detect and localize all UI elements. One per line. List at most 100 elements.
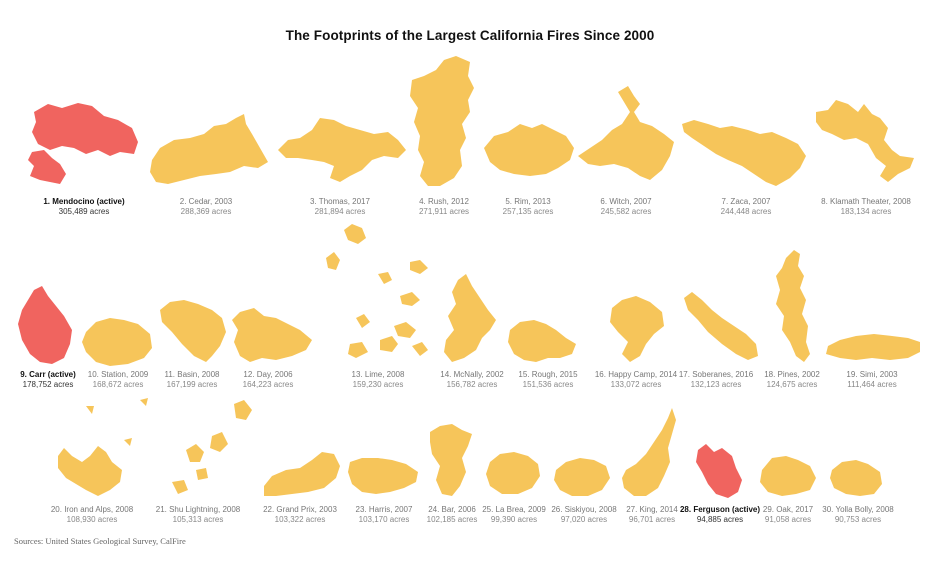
fire-acres: 257,135 acres bbox=[502, 207, 554, 216]
fire-name: 8. Klamath Theater, 2008 bbox=[821, 197, 911, 206]
fire-label: 25. La Brea, 2009 99,390 acres bbox=[482, 505, 546, 525]
fire-label: 22. Grand Prix, 2003 103,322 acres bbox=[263, 505, 337, 525]
fire-acres: 97,020 acres bbox=[560, 515, 608, 524]
fire-shape-pines bbox=[776, 250, 810, 362]
fire-label: 21. Shu Lightning, 2008 105,313 acres bbox=[156, 505, 241, 525]
fire-label: 24. Bar, 2006 102,185 acres bbox=[427, 505, 478, 525]
fire-shape-yolla-bolly bbox=[830, 460, 882, 496]
fire-shape-king bbox=[622, 408, 676, 496]
fire-name: 28. Ferguson (active) bbox=[679, 505, 761, 514]
fire-acres: 159,230 acres bbox=[352, 380, 404, 389]
fire-label: 4. Rush, 2012 271,911 acres bbox=[419, 197, 469, 217]
fire-label: 1. Mendocino (active) 305,489 acres bbox=[43, 197, 124, 217]
fire-shape-shu-lightning bbox=[140, 398, 252, 494]
fire-acres: 96,701 acres bbox=[628, 515, 676, 524]
fire-name: 15. Rough, 2015 bbox=[518, 370, 578, 379]
fire-label: 23. Harris, 2007 103,170 acres bbox=[356, 505, 413, 525]
fire-shape-oak bbox=[760, 456, 816, 496]
fire-label: 2. Cedar, 2003 288,369 acres bbox=[180, 197, 232, 217]
fire-shape-basin bbox=[160, 300, 226, 362]
fire-name: 23. Harris, 2007 bbox=[355, 505, 413, 514]
fire-shape-grand-prix bbox=[264, 452, 340, 496]
fire-label: 28. Ferguson (active) 94,885 acres bbox=[680, 505, 760, 525]
fire-shape-siskiyou bbox=[554, 458, 610, 496]
fire-name: 30. Yolla Bolly, 2008 bbox=[822, 505, 894, 514]
fire-acres: 111,464 acres bbox=[847, 380, 897, 389]
fire-shape-ferguson bbox=[696, 444, 742, 498]
fire-shape-mendocino bbox=[28, 103, 138, 184]
fire-acres: 245,582 acres bbox=[600, 207, 652, 216]
fire-name: 27. King, 2014 bbox=[626, 505, 678, 514]
fire-label: 12. Day, 2006 164,223 acres bbox=[243, 370, 294, 390]
fire-label: 8. Klamath Theater, 2008 183,134 acres bbox=[821, 197, 911, 217]
fire-acres: 305,489 acres bbox=[58, 207, 110, 216]
fire-acres: 244,448 acres bbox=[720, 207, 772, 216]
fire-name: 13. Lime, 2008 bbox=[351, 370, 405, 379]
fire-name: 6. Witch, 2007 bbox=[600, 197, 652, 206]
fire-name: 3. Thomas, 2017 bbox=[310, 197, 370, 206]
fire-name: 29. Oak, 2017 bbox=[762, 505, 814, 514]
fire-shape-station bbox=[82, 318, 152, 366]
fire-acres: 168,672 acres bbox=[92, 380, 144, 389]
fire-label: 20. Iron and Alps, 2008 108,930 acres bbox=[51, 505, 133, 525]
fire-label: 3. Thomas, 2017 281,894 acres bbox=[310, 197, 370, 217]
fire-shape-la-brea bbox=[486, 452, 540, 494]
fire-acres: 164,223 acres bbox=[242, 380, 294, 389]
fire-shape-cedar bbox=[150, 114, 268, 184]
fire-shape-harris bbox=[348, 458, 418, 494]
fire-name: 26. Siskiyou, 2008 bbox=[551, 505, 617, 514]
fire-shape-simi bbox=[826, 334, 920, 360]
fire-acres: 94,885 acres bbox=[696, 515, 744, 524]
fire-label: 7. Zaca, 2007 244,448 acres bbox=[721, 197, 772, 217]
fire-name: 4. Rush, 2012 bbox=[419, 197, 469, 206]
fire-shape-rough bbox=[508, 320, 576, 362]
fire-label: 14. McNally, 2002 156,782 acres bbox=[440, 370, 503, 390]
fire-name: 18. Pines, 2002 bbox=[764, 370, 820, 379]
fire-acres: 90,753 acres bbox=[834, 515, 882, 524]
fire-shape-bar bbox=[430, 424, 472, 496]
fire-shape-iron-and-alps bbox=[58, 406, 132, 496]
fire-acres: 105,313 acres bbox=[172, 515, 224, 524]
fire-name: 21. Shu Lightning, 2008 bbox=[155, 505, 241, 514]
fire-acres: 103,322 acres bbox=[274, 515, 326, 524]
fire-acres: 178,752 acres bbox=[22, 380, 74, 389]
fire-acres: 103,170 acres bbox=[358, 515, 410, 524]
fire-label: 17. Soberanes, 2016 132,123 acres bbox=[679, 370, 753, 390]
fire-name: 1. Mendocino (active) bbox=[43, 197, 125, 206]
fire-name: 12. Day, 2006 bbox=[243, 370, 293, 379]
fire-acres: 124,675 acres bbox=[766, 380, 818, 389]
fire-shape-soberanes bbox=[684, 292, 758, 360]
fire-shape-lime bbox=[326, 224, 428, 358]
fire-acres: 132,123 acres bbox=[690, 380, 742, 389]
fire-acres: 183,134 acres bbox=[840, 207, 892, 216]
fire-name: 19. Simi, 2003 bbox=[846, 370, 898, 379]
fire-shape-thomas bbox=[278, 118, 406, 182]
fire-label: 19. Simi, 2003 111,464 acres bbox=[846, 370, 897, 390]
fire-name: 24. Bar, 2006 bbox=[428, 505, 476, 514]
source-note: Sources: United States Geological Survey… bbox=[14, 536, 186, 546]
fire-shape-happy-camp bbox=[610, 296, 664, 362]
fire-acres: 99,390 acres bbox=[490, 515, 538, 524]
fire-shape-zaca bbox=[682, 120, 806, 186]
fire-shape-day bbox=[232, 308, 312, 362]
fire-label: 10. Station, 2009 168,672 acres bbox=[88, 370, 149, 390]
fire-label: 9. Carr (active) 178,752 acres bbox=[20, 370, 76, 390]
fire-label: 18. Pines, 2002 124,675 acres bbox=[764, 370, 820, 390]
fire-shape-witch bbox=[578, 86, 674, 180]
chart-title: The Footprints of the Largest California… bbox=[285, 28, 655, 43]
fire-acres: 133,072 acres bbox=[610, 380, 662, 389]
fire-shape-klamath-theater bbox=[816, 100, 914, 182]
fire-acres: 91,058 acres bbox=[764, 515, 812, 524]
fire-name: 17. Soberanes, 2016 bbox=[678, 370, 754, 379]
fire-label: 16. Happy Camp, 2014 133,072 acres bbox=[595, 370, 677, 390]
fire-label: 15. Rough, 2015 151,536 acres bbox=[518, 370, 577, 390]
fire-name: 16. Happy Camp, 2014 bbox=[594, 370, 678, 379]
fire-name: 25. La Brea, 2009 bbox=[482, 505, 546, 514]
fire-label: 30. Yolla Bolly, 2008 90,753 acres bbox=[822, 505, 893, 525]
fire-label: 13. Lime, 2008 159,230 acres bbox=[352, 370, 405, 390]
fire-shape-mcnally bbox=[444, 274, 496, 362]
fire-name: 20. Iron and Alps, 2008 bbox=[50, 505, 134, 514]
fire-label: 5. Rim, 2013 257,135 acres bbox=[503, 197, 554, 217]
fire-name: 5. Rim, 2013 bbox=[505, 197, 551, 206]
